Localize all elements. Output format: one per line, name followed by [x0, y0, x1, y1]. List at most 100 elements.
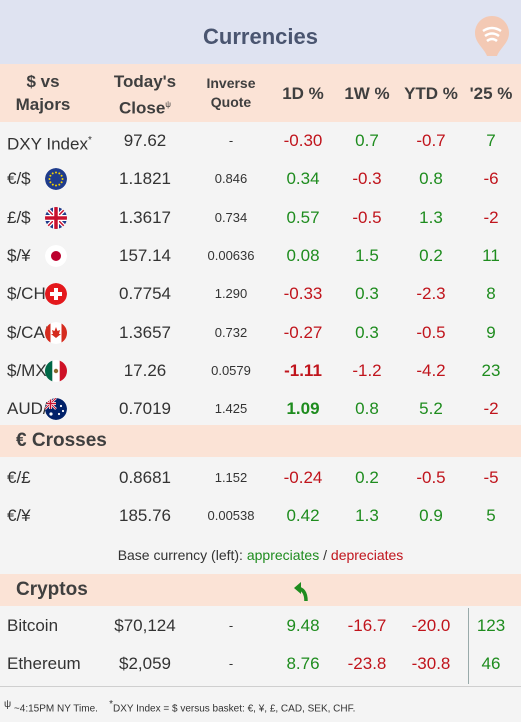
- inverse-quote: 0.734: [214, 209, 248, 225]
- crosses-row: €/£ 0.8681 1.152 -0.24 0.2 -0.5 -5: [0, 459, 521, 497]
- column-header: $ vs Majors Today's Closeψ Inverse Quote…: [0, 64, 521, 122]
- change-1d: -0.33: [283, 284, 323, 304]
- australia-flag-icon: [45, 398, 67, 421]
- close-value: 1.3617: [119, 207, 171, 227]
- majors-row: DXY Index* 97.62 - -0.30 0.7 -0.7 7: [0, 122, 521, 160]
- close-value: 1.1821: [119, 169, 171, 189]
- pair-name: $/CHF: [7, 284, 57, 304]
- pair-name: £/$: [7, 207, 31, 227]
- change-2025: 8: [486, 284, 496, 304]
- change-1w: 1.5: [355, 245, 379, 265]
- pair-name: Bitcoin: [7, 616, 59, 635]
- swiss-flag-icon: [45, 283, 67, 306]
- change-1w: 0.7: [355, 131, 379, 150]
- header-pair: $ vs Majors: [15, 72, 71, 114]
- inverse-quote: -: [228, 656, 234, 671]
- change-1d: 9.48: [286, 616, 320, 635]
- header-close: Today's Closeψ: [113, 72, 177, 118]
- header-y25: '25 %: [469, 84, 513, 103]
- change-ytd: -0.7: [416, 131, 446, 150]
- majors-row: €/$ 1.1821 0.846 0.34 -0.3 0.8 -6: [0, 160, 521, 198]
- change-1w: -23.8: [347, 654, 387, 673]
- close-value: $2,059: [119, 654, 171, 673]
- cryptos-row: Bitcoin $70,124 - 9.48 -16.7 -20.0 123: [0, 607, 521, 645]
- change-1w: 0.2: [355, 468, 379, 487]
- change-ytd: -0.5: [416, 468, 446, 487]
- inverse-quote: 1.290: [214, 286, 248, 302]
- change-2025: -2: [483, 399, 499, 419]
- majors-row: $/MXN 17.26 0.0579 -1.11 -1.2 -4.2 23: [0, 352, 521, 390]
- change-2025: 11: [482, 245, 500, 265]
- inverse-quote: 1.425: [214, 401, 248, 417]
- change-1d: -0.24: [283, 468, 323, 487]
- pair-name: €/$: [7, 169, 31, 189]
- change-2025: 9: [486, 322, 496, 342]
- change-1d: 1.09: [286, 399, 320, 419]
- change-1w: 1.3: [355, 506, 379, 525]
- change-1w: -1.2: [352, 360, 382, 380]
- change-ytd: -30.8: [411, 654, 451, 673]
- pair-name: Ethereum: [7, 654, 81, 673]
- japan-flag-icon: [45, 244, 67, 267]
- change-1w: -16.7: [347, 616, 387, 635]
- inverse-quote: 0.846: [214, 171, 248, 187]
- change-2025: 23: [481, 360, 501, 380]
- majors-row: $/CHF 0.7754 1.290 -0.33 0.3 -2.3 8: [0, 275, 521, 313]
- inverse-quote: -: [228, 133, 234, 148]
- inverse-quote: 0.00636: [207, 247, 255, 263]
- change-1d: -1.11: [284, 360, 322, 380]
- logo-icon: [475, 16, 509, 56]
- close-value: 0.7754: [119, 284, 171, 304]
- close-value: 157.14: [119, 245, 171, 265]
- change-1d: 0.08: [286, 245, 320, 265]
- page-title: Currencies: [203, 24, 318, 49]
- mexico-flag-icon: [45, 359, 67, 382]
- change-1d: 0.34: [286, 169, 320, 189]
- majors-row: £/$ 1.3617 0.734 0.57 -0.5 1.3 -2: [0, 199, 521, 237]
- change-2025: 7: [486, 131, 496, 150]
- change-ytd: 0.9: [419, 506, 443, 525]
- change-2025: 123: [476, 616, 506, 635]
- close-value: 0.8681: [119, 468, 171, 487]
- close-value: 1.3657: [119, 322, 171, 342]
- canada-flag-icon: [45, 321, 67, 344]
- header-ytd: YTD %: [404, 84, 458, 103]
- change-ytd: -0.5: [416, 322, 446, 342]
- crypto-column-divider: [468, 608, 469, 684]
- majors-row: $/CAD 1.3657 0.732 -0.27 0.3 -0.5 9: [0, 314, 521, 352]
- header-inverse: Inverse Quote: [206, 75, 256, 110]
- close-value: 17.26: [123, 360, 167, 380]
- color-legend: Base currency (left): appreciates / depr…: [117, 547, 404, 563]
- cryptos-row: Ethereum $2,059 - 8.76 -23.8 -30.8 46: [0, 645, 521, 683]
- close-value: 97.62: [123, 131, 167, 150]
- change-ytd: -20.0: [411, 616, 451, 635]
- uk-flag-icon: [45, 206, 67, 229]
- change-2025: 5: [486, 506, 496, 525]
- header-1w: 1W %: [344, 84, 390, 103]
- change-ytd: 1.3: [419, 207, 443, 227]
- pair-name: AUD/$: [7, 399, 58, 419]
- pair-name: $/CAD: [7, 322, 58, 342]
- change-1w: 0.8: [355, 399, 379, 419]
- crosses-section-header: € Crosses: [0, 425, 521, 457]
- change-1w: -0.5: [352, 207, 382, 227]
- change-1w: 0.3: [355, 322, 379, 342]
- change-2025: -2: [483, 207, 499, 227]
- pair-name: DXY Index*: [7, 134, 92, 154]
- change-1d: 8.76: [286, 654, 320, 673]
- change-ytd: 0.8: [419, 169, 443, 189]
- change-1d: -0.30: [283, 131, 323, 150]
- change-ytd: 0.2: [419, 245, 443, 265]
- change-1d: -0.27: [283, 322, 323, 342]
- inverse-quote: 0.0579: [211, 362, 251, 378]
- title-bar: [0, 0, 521, 64]
- inverse-quote: -: [228, 618, 234, 633]
- change-2025: -6: [483, 169, 499, 189]
- inverse-quote: 1.152: [214, 470, 248, 485]
- green-up-left-arrow-icon: [294, 582, 308, 602]
- pair-name: $/¥: [7, 245, 31, 265]
- pair-name: €/¥: [7, 506, 31, 525]
- change-1d: 0.42: [286, 506, 320, 525]
- close-value: 185.76: [119, 506, 171, 525]
- change-ytd: 5.2: [419, 399, 443, 419]
